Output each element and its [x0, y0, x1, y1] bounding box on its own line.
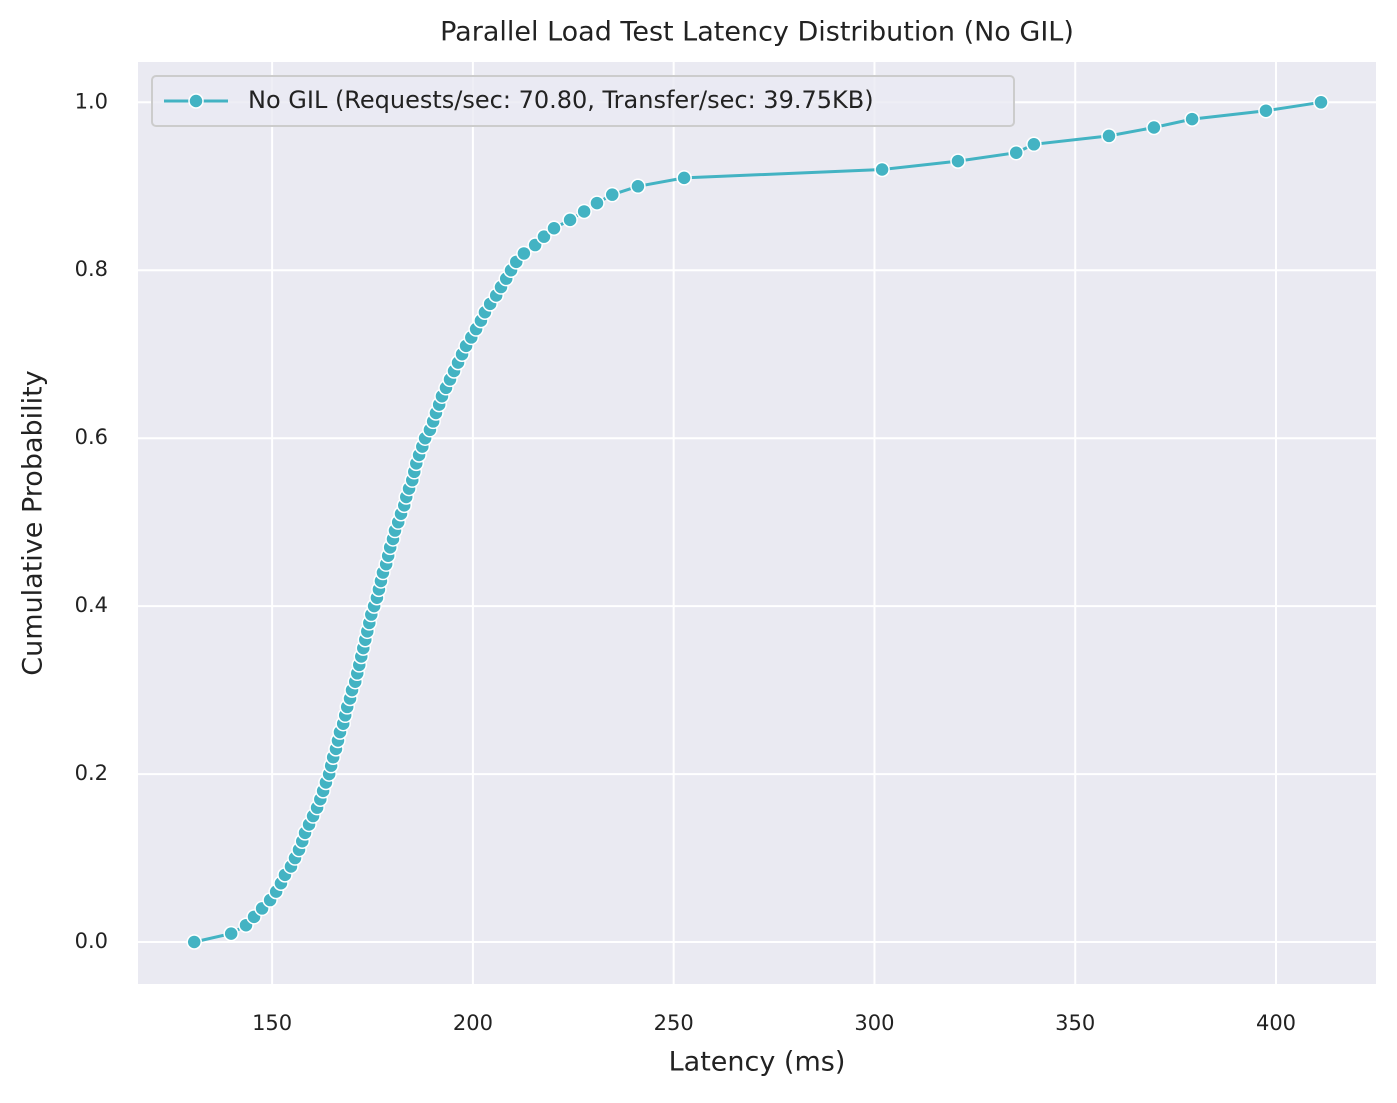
data-point	[1101, 128, 1117, 144]
data-point	[1146, 119, 1162, 136]
legend-box	[151, 75, 1015, 127]
x-axis-label: Latency (ms)	[669, 1047, 846, 1078]
data-point	[630, 178, 646, 195]
data-point	[576, 203, 592, 220]
data-point	[186, 934, 202, 950]
y-tick-label: 0.6	[75, 425, 108, 449]
chart-title: Parallel Load Test Latency Distribution …	[440, 17, 1074, 48]
x-tick-label: 300	[854, 1011, 894, 1035]
data-point	[1184, 111, 1200, 127]
y-tick-label: 0.2	[75, 761, 108, 785]
data-point	[536, 228, 552, 245]
data-point	[1258, 102, 1274, 119]
data-point	[676, 170, 692, 186]
legend-marker	[188, 93, 204, 109]
data-point	[546, 220, 562, 237]
data-point	[589, 195, 605, 211]
x-tick-label: 350	[1055, 1011, 1095, 1035]
y-tick-label: 0.8	[75, 257, 108, 281]
y-tick-label: 0.4	[75, 593, 108, 617]
y-axis-label: Cumulative Probability	[18, 370, 49, 675]
data-point	[223, 925, 239, 942]
x-tick-label: 250	[654, 1011, 694, 1035]
legend: No GIL (Requests/sec: 70.80, Transfer/se…	[151, 75, 1015, 127]
data-point	[604, 186, 620, 203]
data-point	[1026, 136, 1042, 153]
plot-area	[138, 62, 1376, 984]
x-tick-label: 400	[1256, 1011, 1296, 1035]
data-point	[1313, 94, 1329, 111]
x-tick-label: 150	[252, 1011, 292, 1035]
data-point	[950, 153, 966, 169]
legend-label: No GIL (Requests/sec: 70.80, Transfer/se…	[248, 86, 874, 114]
data-point	[874, 161, 890, 178]
data-point	[1008, 144, 1024, 161]
data-point	[516, 245, 532, 262]
y-tick-label: 0.0	[75, 929, 108, 953]
data-point	[562, 212, 578, 228]
x-tick-label: 200	[453, 1011, 493, 1035]
y-tick-label: 1.0	[75, 89, 108, 113]
